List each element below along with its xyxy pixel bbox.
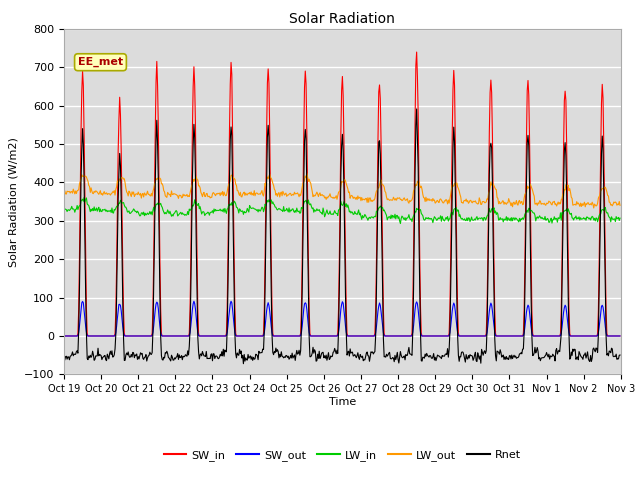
X-axis label: Time: Time bbox=[329, 397, 356, 407]
Text: EE_met: EE_met bbox=[78, 57, 123, 67]
Title: Solar Radiation: Solar Radiation bbox=[289, 12, 396, 26]
Legend: SW_in, SW_out, LW_in, LW_out, Rnet: SW_in, SW_out, LW_in, LW_out, Rnet bbox=[159, 446, 525, 466]
Y-axis label: Solar Radiation (W/m2): Solar Radiation (W/m2) bbox=[8, 137, 19, 266]
